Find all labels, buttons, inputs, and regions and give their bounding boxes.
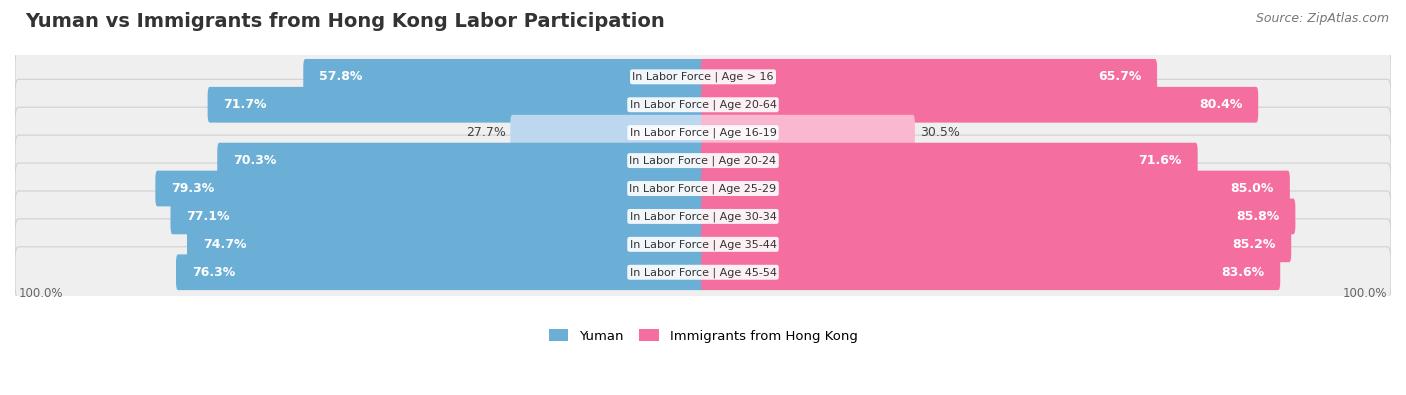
FancyBboxPatch shape [15, 107, 1391, 159]
Text: Yuman vs Immigrants from Hong Kong Labor Participation: Yuman vs Immigrants from Hong Kong Labor… [25, 12, 665, 31]
FancyBboxPatch shape [155, 171, 704, 206]
FancyBboxPatch shape [15, 247, 1391, 298]
FancyBboxPatch shape [702, 59, 1157, 95]
Text: In Labor Force | Age > 16: In Labor Force | Age > 16 [633, 71, 773, 82]
Text: 74.7%: 74.7% [202, 238, 246, 251]
FancyBboxPatch shape [15, 51, 1391, 103]
FancyBboxPatch shape [702, 254, 1281, 290]
Text: 57.8%: 57.8% [319, 70, 363, 83]
Text: 85.0%: 85.0% [1230, 182, 1274, 195]
Text: 79.3%: 79.3% [172, 182, 215, 195]
Text: 85.8%: 85.8% [1236, 210, 1279, 223]
Text: 71.7%: 71.7% [224, 98, 267, 111]
Text: Source: ZipAtlas.com: Source: ZipAtlas.com [1256, 12, 1389, 25]
Text: 83.6%: 83.6% [1222, 266, 1264, 279]
Text: 100.0%: 100.0% [1343, 287, 1388, 300]
Text: In Labor Force | Age 35-44: In Labor Force | Age 35-44 [630, 239, 776, 250]
Text: 76.3%: 76.3% [191, 266, 235, 279]
Text: In Labor Force | Age 45-54: In Labor Force | Age 45-54 [630, 267, 776, 278]
Text: 77.1%: 77.1% [187, 210, 229, 223]
Text: 100.0%: 100.0% [18, 287, 63, 300]
Text: In Labor Force | Age 25-29: In Labor Force | Age 25-29 [630, 183, 776, 194]
FancyBboxPatch shape [15, 191, 1391, 243]
Text: In Labor Force | Age 20-64: In Labor Force | Age 20-64 [630, 100, 776, 110]
FancyBboxPatch shape [702, 171, 1289, 206]
Text: 27.7%: 27.7% [465, 126, 506, 139]
FancyBboxPatch shape [218, 143, 704, 179]
Text: In Labor Force | Age 20-24: In Labor Force | Age 20-24 [630, 155, 776, 166]
FancyBboxPatch shape [702, 115, 915, 150]
FancyBboxPatch shape [304, 59, 704, 95]
FancyBboxPatch shape [15, 135, 1391, 186]
FancyBboxPatch shape [702, 199, 1295, 234]
Text: 65.7%: 65.7% [1098, 70, 1142, 83]
FancyBboxPatch shape [15, 79, 1391, 131]
FancyBboxPatch shape [702, 143, 1198, 179]
FancyBboxPatch shape [187, 226, 704, 262]
Text: 85.2%: 85.2% [1232, 238, 1275, 251]
Text: 30.5%: 30.5% [920, 126, 960, 139]
FancyBboxPatch shape [15, 219, 1391, 270]
FancyBboxPatch shape [176, 254, 704, 290]
FancyBboxPatch shape [702, 226, 1291, 262]
FancyBboxPatch shape [208, 87, 704, 122]
FancyBboxPatch shape [702, 87, 1258, 122]
Text: In Labor Force | Age 30-34: In Labor Force | Age 30-34 [630, 211, 776, 222]
Text: 70.3%: 70.3% [233, 154, 277, 167]
Text: 71.6%: 71.6% [1139, 154, 1182, 167]
FancyBboxPatch shape [170, 199, 704, 234]
Text: In Labor Force | Age 16-19: In Labor Force | Age 16-19 [630, 128, 776, 138]
Text: 80.4%: 80.4% [1199, 98, 1243, 111]
Legend: Yuman, Immigrants from Hong Kong: Yuman, Immigrants from Hong Kong [548, 329, 858, 342]
FancyBboxPatch shape [510, 115, 704, 150]
FancyBboxPatch shape [15, 163, 1391, 214]
